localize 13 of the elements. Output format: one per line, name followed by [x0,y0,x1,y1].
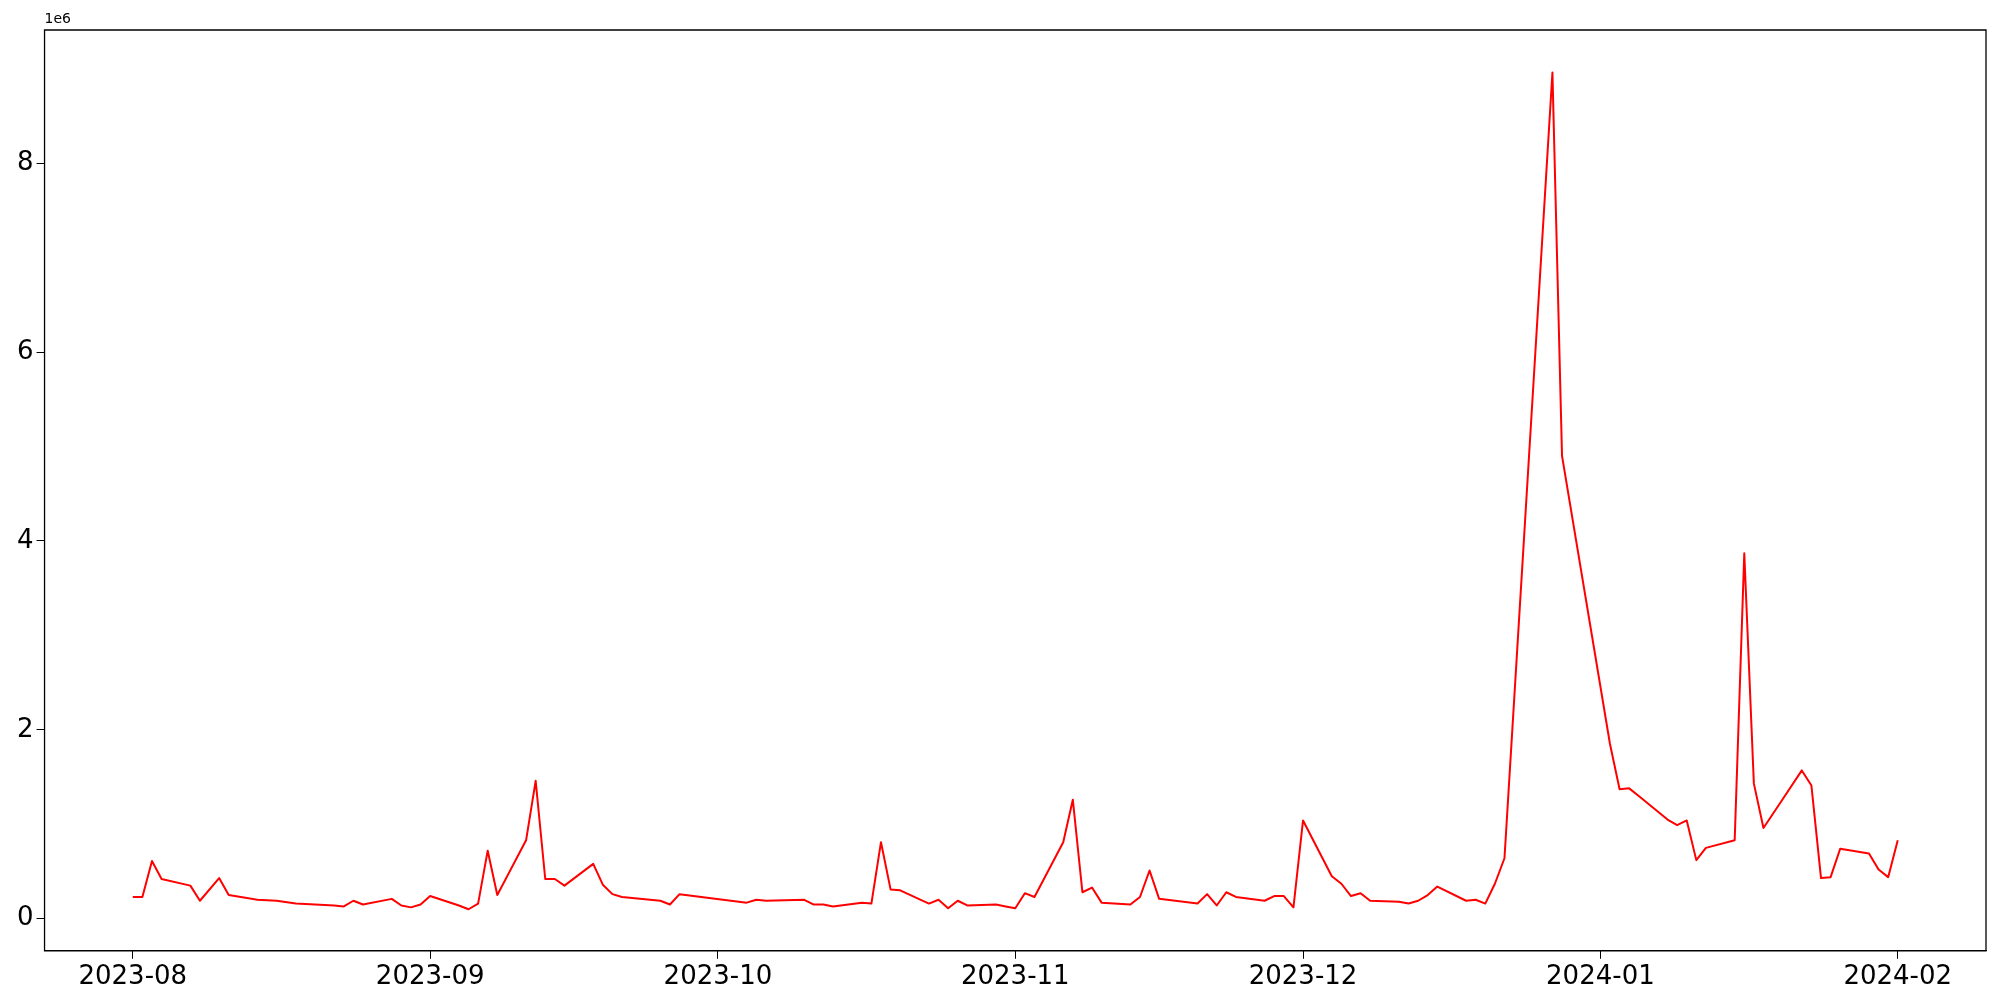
x-tick-label: 2023-10 [663,960,773,991]
y-tick-label: 2 [17,712,34,743]
y-tick-label: 0 [17,901,34,932]
y-tick-label: 6 [17,334,34,365]
x-tick-label: 2023-12 [1248,960,1358,991]
y-tick-label: 8 [17,145,34,176]
x-tick-label: 2024-01 [1546,960,1655,991]
text: 1e6 [44,9,72,26]
x-tick-label: 2023-09 [375,960,485,991]
x-tick-label: 2023-11 [960,960,1070,991]
y-tick-label: 4 [17,523,34,554]
x-tick-label: 2024-02 [1843,960,1953,991]
x-tick-label: 2023-08 [78,960,188,991]
